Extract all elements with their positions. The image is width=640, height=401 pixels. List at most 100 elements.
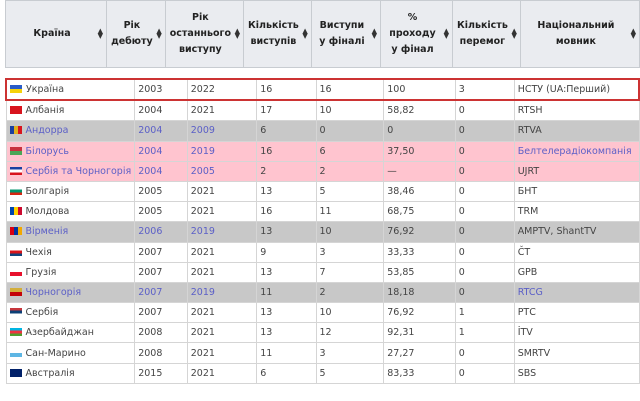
country-cell[interactable]: Австралія: [5, 362, 136, 384]
country-link[interactable]: Болгарія: [25, 186, 70, 198]
sort-icon[interactable]: ▲ ▼: [156, 27, 162, 40]
finals-cell: 12: [315, 322, 385, 344]
country-link[interactable]: Сан-Марино: [25, 347, 86, 359]
country-link[interactable]: Азербайджан: [25, 327, 94, 339]
pct-cell: 68,75: [383, 201, 456, 223]
country-link[interactable]: Сербія: [25, 307, 59, 319]
finals-cell: 2: [315, 160, 385, 182]
debut-cell: 2008: [134, 322, 188, 344]
country-cell[interactable]: Білорусь: [5, 140, 136, 162]
column-header-last-year[interactable]: Рік останнього виступу ▲ ▼: [164, 0, 244, 68]
table-row: Сан-Марино 2008 2021 11 3 27,27 0 SMRTV: [5, 342, 640, 364]
country-cell[interactable]: Болгарія: [5, 180, 136, 203]
last-cell: 2021: [186, 241, 258, 263]
last-cell[interactable]: 2009: [186, 120, 258, 142]
country-link[interactable]: Австралія: [25, 367, 75, 379]
sort-icon[interactable]: ▲ ▼: [511, 27, 517, 40]
column-header-debut-year[interactable]: Рік дебюту ▲ ▼: [106, 0, 166, 68]
sort-icon[interactable]: ▲ ▼: [443, 27, 449, 40]
entries-cell: 13: [256, 221, 317, 243]
table-row: Вірменія 2006 2019 13 10 76,92 0 AMPTV, ShantTV: [5, 221, 640, 243]
flag-icon: [9, 247, 22, 256]
finals-cell: 11: [315, 201, 385, 223]
country-link[interactable]: Вірменія: [25, 226, 69, 238]
pct-cell: 33,33: [383, 241, 456, 263]
flag-icon: [9, 126, 22, 135]
column-header-entries[interactable]: Кількість виступів ▲ ▼: [242, 0, 312, 68]
entries-cell: 9: [256, 241, 317, 263]
finals-cell: 2: [315, 281, 385, 304]
column-header-wins[interactable]: Кількість перемог ▲ ▼: [451, 0, 521, 68]
sort-icon[interactable]: ▲ ▼: [234, 27, 240, 40]
last-cell[interactable]: 2019: [186, 281, 258, 304]
column-header-finals[interactable]: Виступи у фіналі ▲ ▼: [310, 0, 382, 68]
debut-cell[interactable]: 2006: [134, 221, 188, 243]
pct-cell: —: [383, 160, 456, 182]
country-link[interactable]: Андорра: [25, 125, 69, 137]
debut-cell: 2007: [134, 241, 188, 263]
column-header-broadcaster[interactable]: Національний мовник ▲ ▼: [519, 0, 640, 68]
country-link[interactable]: Чорногорія: [25, 286, 82, 298]
last-cell: 2021: [186, 342, 258, 364]
country-cell[interactable]: Азербайджан: [5, 322, 136, 344]
last-cell[interactable]: 2019: [186, 221, 258, 243]
country-link[interactable]: Білорусь: [25, 145, 70, 157]
debut-cell[interactable]: 2007: [134, 281, 188, 304]
country-cell[interactable]: Чехія: [5, 241, 136, 263]
column-header-country[interactable]: Країна ▲ ▼: [4, 0, 108, 68]
last-cell[interactable]: 2019: [186, 140, 258, 162]
wins-cell: 0: [454, 160, 515, 182]
debut-cell: 2015: [134, 362, 188, 384]
sort-icon[interactable]: ▲ ▼: [630, 27, 636, 40]
debut-cell: 2007: [134, 261, 188, 283]
wins-cell: 0: [454, 281, 515, 304]
last-cell: 2021: [186, 180, 258, 203]
broadcaster-cell: UJRT: [513, 160, 640, 182]
finals-cell: 3: [315, 241, 385, 263]
last-cell: 2021: [186, 302, 258, 324]
wins-cell: 0: [454, 342, 515, 364]
sort-icon[interactable]: ▲ ▼: [371, 27, 377, 40]
debut-cell[interactable]: 2004: [134, 120, 188, 142]
table-row: Болгарія 2005 2021 13 5 38,46 0 БНТ: [5, 180, 640, 203]
pct-cell: 18,18: [383, 281, 456, 304]
country-link[interactable]: Молдова: [25, 206, 70, 218]
country-cell[interactable]: Чорногорія: [5, 281, 136, 304]
country-link[interactable]: Албанія: [25, 105, 65, 117]
broadcaster-cell[interactable]: RTCG: [513, 281, 640, 304]
debut-cell: 2005: [134, 180, 188, 203]
entries-cell: 13: [256, 322, 317, 344]
sort-icon[interactable]: ▲ ▼: [97, 27, 104, 40]
country-cell[interactable]: Грузія: [5, 261, 136, 283]
sort-icon[interactable]: ▲ ▼: [302, 27, 308, 40]
table-row: Україна 2003 2022 16 16 100 3 НСТУ (UA:Перший): [5, 77, 640, 102]
country-link[interactable]: Чехія: [25, 246, 52, 258]
country-cell[interactable]: Сербія та Чорногорія: [5, 160, 136, 182]
country-cell[interactable]: Андорра: [5, 120, 136, 142]
debut-cell: 2003: [134, 77, 188, 102]
country-cell[interactable]: Сербія: [5, 302, 136, 324]
wins-cell: 0: [454, 201, 515, 223]
finals-cell: 16: [315, 77, 385, 102]
country-cell[interactable]: Сан-Марино: [5, 342, 136, 364]
debut-cell: 2008: [134, 342, 188, 364]
wins-cell: 0: [454, 241, 515, 263]
column-header-final-rate[interactable]: % проходу у фінал ▲ ▼: [380, 0, 453, 68]
table-row: Білорусь 2004 2019 16 6 37,50 0 Белтелерадіоком…: [5, 140, 640, 162]
debut-cell[interactable]: 2004: [134, 160, 188, 182]
entries-cell: 2: [256, 160, 317, 182]
country-link[interactable]: Україна: [26, 84, 65, 96]
country-link[interactable]: Сербія та Чорногорія: [25, 165, 132, 177]
wins-cell: 0: [454, 221, 515, 243]
country-cell[interactable]: Україна: [5, 77, 136, 102]
country-cell[interactable]: Молдова: [5, 201, 136, 223]
country-cell[interactable]: Вірменія: [5, 221, 136, 243]
wins-cell: 0: [454, 362, 515, 384]
flag-icon: [9, 146, 22, 155]
last-cell[interactable]: 2005: [186, 160, 258, 182]
country-cell[interactable]: Албанія: [5, 99, 136, 122]
entries-cell: 13: [256, 261, 317, 283]
debut-cell[interactable]: 2004: [134, 140, 188, 162]
broadcaster-cell[interactable]: Белтелерадіокомпанія: [513, 140, 640, 162]
country-link[interactable]: Грузія: [25, 266, 57, 278]
